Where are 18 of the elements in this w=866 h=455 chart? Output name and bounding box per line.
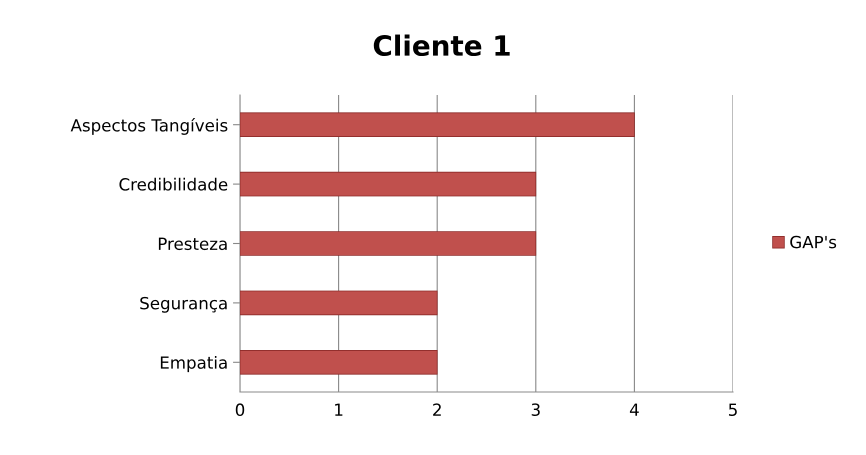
y-tick-label: Presteza — [158, 238, 227, 250]
bar — [240, 172, 536, 196]
x-tick-label: 4 — [630, 404, 639, 416]
y-tick-label: Aspectos Tangíveis — [70, 118, 228, 135]
x-tick-label: 3 — [532, 403, 540, 416]
bar — [240, 290, 438, 316]
legend-label: GAP's — [790, 236, 836, 248]
x-tick-label: 5 — [728, 404, 737, 416]
x-tick-label: 2 — [433, 403, 441, 416]
bar — [240, 350, 438, 375]
bar — [240, 112, 635, 137]
x-tick-label: 0 — [236, 403, 244, 416]
y-tick-label: Credibilidade — [119, 178, 228, 191]
chart-title: Cliente 1 — [374, 34, 510, 56]
y-tick-label: Empatia — [160, 356, 227, 372]
y-tick-label: Segurança — [140, 296, 227, 313]
x-tick-label: 1 — [335, 404, 342, 416]
bar — [240, 231, 536, 256]
